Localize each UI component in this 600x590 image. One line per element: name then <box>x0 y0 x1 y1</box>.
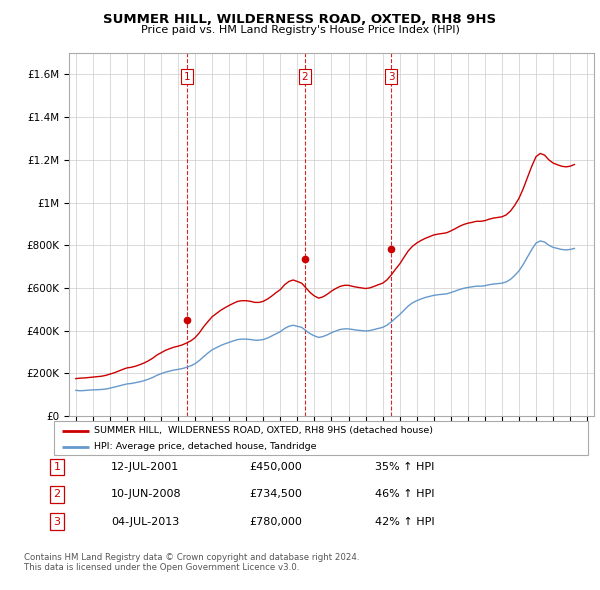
Text: 2: 2 <box>302 71 308 81</box>
Text: SUMMER HILL, WILDERNESS ROAD, OXTED, RH8 9HS: SUMMER HILL, WILDERNESS ROAD, OXTED, RH8… <box>103 13 497 26</box>
Text: 04-JUL-2013: 04-JUL-2013 <box>111 517 179 526</box>
Text: HPI: Average price, detached house, Tandridge: HPI: Average price, detached house, Tand… <box>94 442 317 451</box>
Text: £780,000: £780,000 <box>249 517 302 526</box>
Text: £450,000: £450,000 <box>249 463 302 472</box>
Text: 1: 1 <box>184 71 190 81</box>
Text: 3: 3 <box>53 517 61 526</box>
Text: This data is licensed under the Open Government Licence v3.0.: This data is licensed under the Open Gov… <box>24 563 299 572</box>
Text: 42% ↑ HPI: 42% ↑ HPI <box>375 517 434 526</box>
Text: 46% ↑ HPI: 46% ↑ HPI <box>375 490 434 499</box>
Text: 3: 3 <box>388 71 395 81</box>
Text: £734,500: £734,500 <box>249 490 302 499</box>
Text: SUMMER HILL,  WILDERNESS ROAD, OXTED, RH8 9HS (detached house): SUMMER HILL, WILDERNESS ROAD, OXTED, RH8… <box>94 427 433 435</box>
Text: 35% ↑ HPI: 35% ↑ HPI <box>375 463 434 472</box>
Text: 12-JUL-2001: 12-JUL-2001 <box>111 463 179 472</box>
Text: Contains HM Land Registry data © Crown copyright and database right 2024.: Contains HM Land Registry data © Crown c… <box>24 553 359 562</box>
Text: Price paid vs. HM Land Registry's House Price Index (HPI): Price paid vs. HM Land Registry's House … <box>140 25 460 35</box>
Text: 1: 1 <box>53 463 61 472</box>
Text: 2: 2 <box>53 490 61 499</box>
Text: 10-JUN-2008: 10-JUN-2008 <box>111 490 182 499</box>
